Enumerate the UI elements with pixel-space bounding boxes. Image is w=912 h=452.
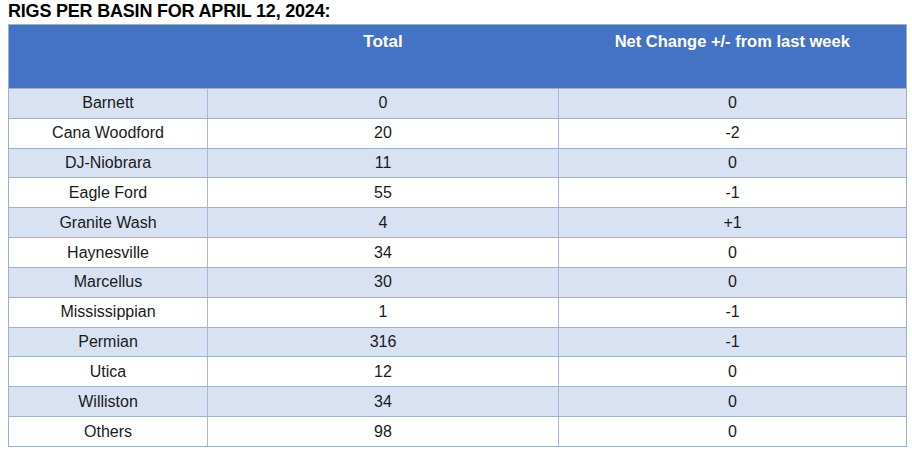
basin-name-cell: Eagle Ford	[9, 178, 208, 208]
table-row: Utica 12 0	[9, 357, 907, 387]
net-change-cell: -1	[559, 297, 907, 327]
total-cell: 1	[208, 297, 559, 327]
basin-name-cell: Others	[9, 417, 208, 447]
net-change-cell: -1	[559, 178, 907, 208]
basin-name-cell: Granite Wash	[9, 208, 208, 238]
total-cell: 316	[208, 327, 559, 357]
net-change-cell: 0	[559, 357, 907, 387]
table-row: Permian 316 -1	[9, 327, 907, 357]
table-row: Mississippian 1 -1	[9, 297, 907, 327]
total-cell: 98	[208, 417, 559, 447]
total-cell: 11	[208, 148, 559, 178]
net-change-cell: 0	[559, 267, 907, 297]
table-row: Marcellus 30 0	[9, 267, 907, 297]
basin-name-cell: Permian	[9, 327, 208, 357]
basin-name-cell: Williston	[9, 387, 208, 417]
total-cell: 0	[208, 89, 559, 119]
total-cell: 4	[208, 208, 559, 238]
total-cell: 34	[208, 387, 559, 417]
net-change-column-header: Net Change +/- from last week	[559, 25, 907, 89]
basin-name-cell: Mississippian	[9, 297, 208, 327]
table-row: Eagle Ford 55 -1	[9, 178, 907, 208]
net-change-cell: 0	[559, 417, 907, 447]
total-cell: 30	[208, 267, 559, 297]
page-title: RIGS PER BASIN FOR APRIL 12, 2024:	[8, 1, 330, 22]
table-body: Barnett 0 0 Cana Woodford 20 -2 DJ-Niobr…	[9, 89, 907, 447]
table-header-row: Total Net Change +/- from last week	[9, 25, 907, 89]
basin-column-header	[9, 25, 208, 89]
net-change-cell: -2	[559, 118, 907, 148]
rigs-per-basin-table: Total Net Change +/- from last week Barn…	[8, 24, 907, 447]
basin-name-cell: Barnett	[9, 89, 208, 119]
table-row: Others 98 0	[9, 417, 907, 447]
net-change-cell: 0	[559, 148, 907, 178]
table-row: Haynesville 34 0	[9, 238, 907, 268]
table-row: Granite Wash 4 +1	[9, 208, 907, 238]
table-row: DJ-Niobrara 11 0	[9, 148, 907, 178]
basin-name-cell: Haynesville	[9, 238, 208, 268]
net-change-cell: -1	[559, 327, 907, 357]
page: RIGS PER BASIN FOR APRIL 12, 2024: Total…	[0, 0, 912, 452]
table-row: Williston 34 0	[9, 387, 907, 417]
total-cell: 34	[208, 238, 559, 268]
net-change-cell: 0	[559, 89, 907, 119]
basin-name-cell: Marcellus	[9, 267, 208, 297]
total-cell: 55	[208, 178, 559, 208]
net-change-cell: 0	[559, 387, 907, 417]
total-column-header: Total	[208, 25, 559, 89]
table-row: Barnett 0 0	[9, 89, 907, 119]
basin-name-cell: Utica	[9, 357, 208, 387]
net-change-cell: 0	[559, 238, 907, 268]
total-cell: 20	[208, 118, 559, 148]
net-change-cell: +1	[559, 208, 907, 238]
total-cell: 12	[208, 357, 559, 387]
basin-name-cell: Cana Woodford	[9, 118, 208, 148]
basin-name-cell: DJ-Niobrara	[9, 148, 208, 178]
table-row: Cana Woodford 20 -2	[9, 118, 907, 148]
